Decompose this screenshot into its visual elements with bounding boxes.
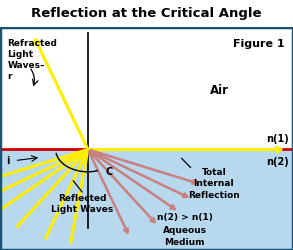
Text: Reflection at the Critical Angle: Reflection at the Critical Angle [31,7,262,20]
Bar [0,28,293,150]
Text: n(1): n(1) [266,134,289,144]
Text: Total
Internal
Reflection: Total Internal Reflection [188,168,240,199]
Text: Figure 1: Figure 1 [233,38,284,48]
Text: Air: Air [210,83,229,96]
Text: n(2) > n(1): n(2) > n(1) [157,212,212,221]
Text: n(2): n(2) [266,156,289,166]
Text: i: i [6,155,9,165]
Text: Aqueous
Medium: Aqueous Medium [163,226,207,246]
Text: C: C [105,166,113,176]
Bar [0,150,293,250]
Text: Refracted
Light
Waves–
r: Refracted Light Waves– r [7,38,57,81]
Text: Reflected
Light Waves: Reflected Light Waves [51,193,113,213]
